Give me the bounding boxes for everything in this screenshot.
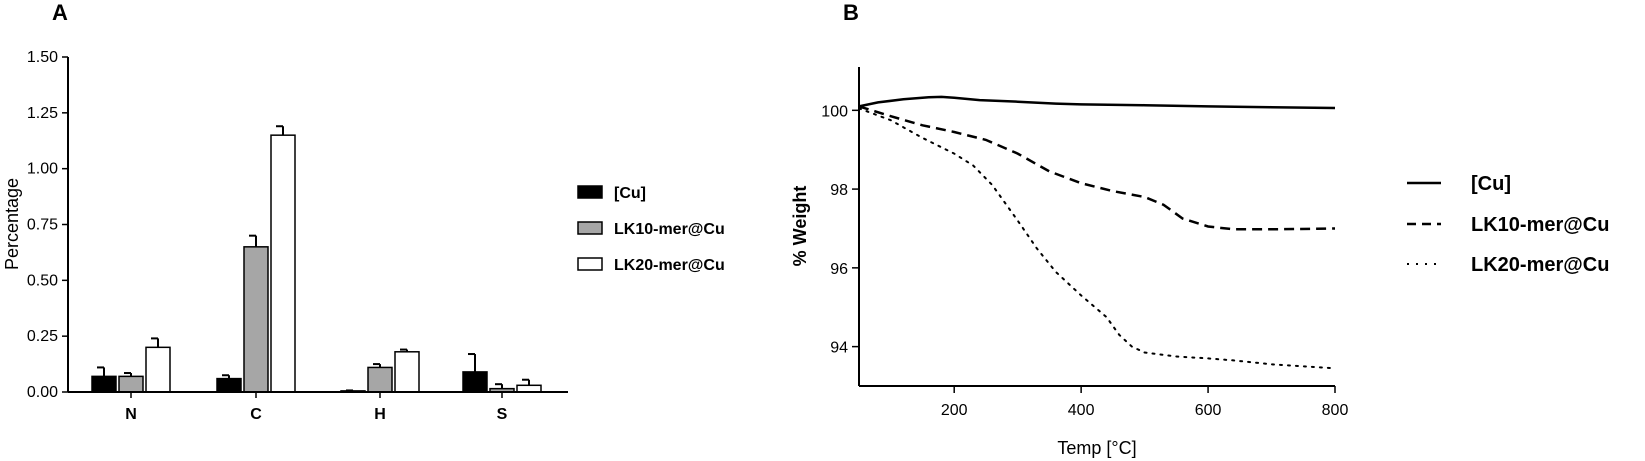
legend-label: LK20-mer@Cu [614,257,725,274]
legend-label: [Cu] [614,185,646,202]
legend-label: LK10-mer@Cu [614,221,725,238]
line-chart-panel: 94 96 98 100 200 400 600 800 % Weight Temp [°C… [790,67,1609,458]
y-axis-title-b: % Weight [790,186,810,267]
x-tick-label-b: 800 [1322,402,1349,419]
bar-1-1 [243,246,269,393]
y-ticks: 0.00 0.25 0.50 0.75 1.00 1.25 1.50 [27,49,68,401]
legend-swatch [577,221,603,235]
y-tick-label-b: 96 [830,261,848,278]
x-category-label: S [497,406,508,423]
legend-swatch [577,257,603,271]
series-line-1 [858,105,1336,231]
x-tick-label-b: 200 [941,402,968,419]
bar-0-3 [462,371,488,393]
panel-a-letter: A [52,0,68,25]
x-axis-title-b: Temp [°C] [1057,438,1136,458]
y-tick-label: 0.50 [27,272,58,289]
bar-0-1 [216,377,242,393]
bar-0-0 [91,375,117,393]
x-ticks-b: 200 400 600 800 [941,386,1349,419]
y-tick-label: 1.50 [27,49,58,66]
x-category-label: C [250,406,262,423]
y-ticks-b: 94 96 98 100 [821,103,859,357]
y-tick-label: 0.25 [27,328,58,345]
bar-2-0 [145,346,171,393]
bar-2-3 [516,384,542,393]
y-tick-label: 1.25 [27,105,58,122]
panel-b-letter: B [843,0,859,25]
y-axis-title: Percentage [2,178,22,270]
y-tick-label: 0.75 [27,217,58,234]
series-line-2 [858,107,1336,370]
bar-marks [91,125,542,393]
legend-label-b: [Cu] [1471,173,1511,195]
legend-b: [Cu] LK10-mer@Cu LK20-mer@Cu [1407,173,1609,276]
x-category-label: H [374,406,386,423]
y-tick-label-b: 98 [830,182,848,199]
y-tick-label-b: 100 [821,103,848,120]
x-tick-label-b: 400 [1068,402,1095,419]
y-tick-label: 1.00 [27,161,58,178]
bar-2-2 [394,351,420,393]
legend-label-b: LK20-mer@Cu [1471,254,1609,276]
y-tick-label: 0.00 [27,384,58,401]
legend: [Cu] LK10-mer@Cu LK20-mer@Cu [577,185,725,274]
bar-chart-panel: 0.00 0.25 0.50 0.75 1.00 1.25 1.50 N C H S Percen… [2,49,725,423]
legend-swatch [577,185,603,199]
x-category-label: N [125,406,137,423]
bar-1-2 [367,366,393,393]
x-tick-label-b: 600 [1195,402,1222,419]
y-tick-label-b: 94 [830,340,848,357]
bar-2-1 [270,134,296,393]
legend-label-b: LK10-mer@Cu [1471,214,1609,236]
line-marks [858,95,1336,370]
series-line-0 [858,95,1336,110]
bar-1-0 [118,375,144,393]
